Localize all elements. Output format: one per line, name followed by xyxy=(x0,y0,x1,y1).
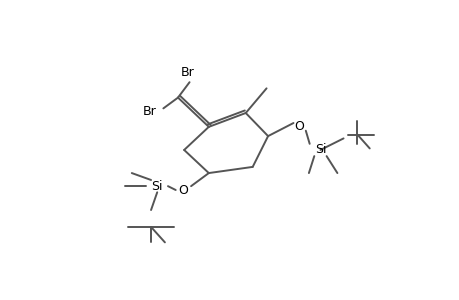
Text: Si: Si xyxy=(151,180,162,193)
Text: Br: Br xyxy=(142,105,156,118)
Text: O: O xyxy=(178,184,188,196)
Text: Si: Si xyxy=(314,143,325,157)
Text: Br: Br xyxy=(181,67,195,80)
Text: O: O xyxy=(294,120,304,134)
